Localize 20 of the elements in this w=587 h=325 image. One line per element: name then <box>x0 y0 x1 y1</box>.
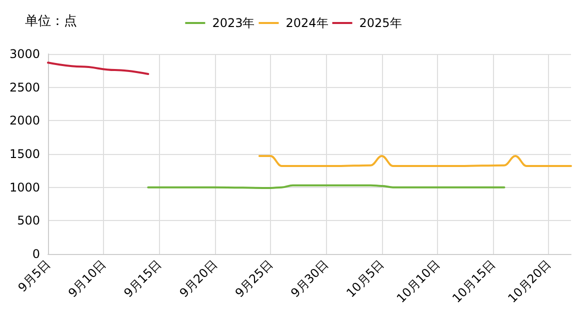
y-tick-label: 1500 <box>9 147 40 161</box>
y-tick-label: 2500 <box>9 80 40 94</box>
legend-label: 2023年 <box>212 16 255 30</box>
y-tick-label: 500 <box>17 214 40 228</box>
x-tick-label: 9月20日 <box>176 257 220 300</box>
y-tick-label: 1000 <box>9 180 40 194</box>
legend-label: 2025年 <box>359 16 402 30</box>
x-tick-label: 10月10日 <box>394 257 442 306</box>
x-tick-label: 9月10日 <box>66 257 109 300</box>
x-tick-label: 10月15日 <box>450 257 498 306</box>
x-tick-label: 9月25日 <box>232 257 276 300</box>
x-tick-label: 9月30日 <box>288 257 332 300</box>
y-tick-label: 2000 <box>9 114 40 128</box>
line-series <box>47 62 150 75</box>
y-axis-title: 单位：点 <box>25 14 77 29</box>
x-tick-label: 9月15日 <box>121 257 164 300</box>
x-tick-label: 10月5日 <box>344 257 387 300</box>
legend-label: 2024年 <box>286 16 328 30</box>
x-tick-label: 10月20日 <box>505 257 554 306</box>
y-tick-label: 3000 <box>9 47 40 61</box>
